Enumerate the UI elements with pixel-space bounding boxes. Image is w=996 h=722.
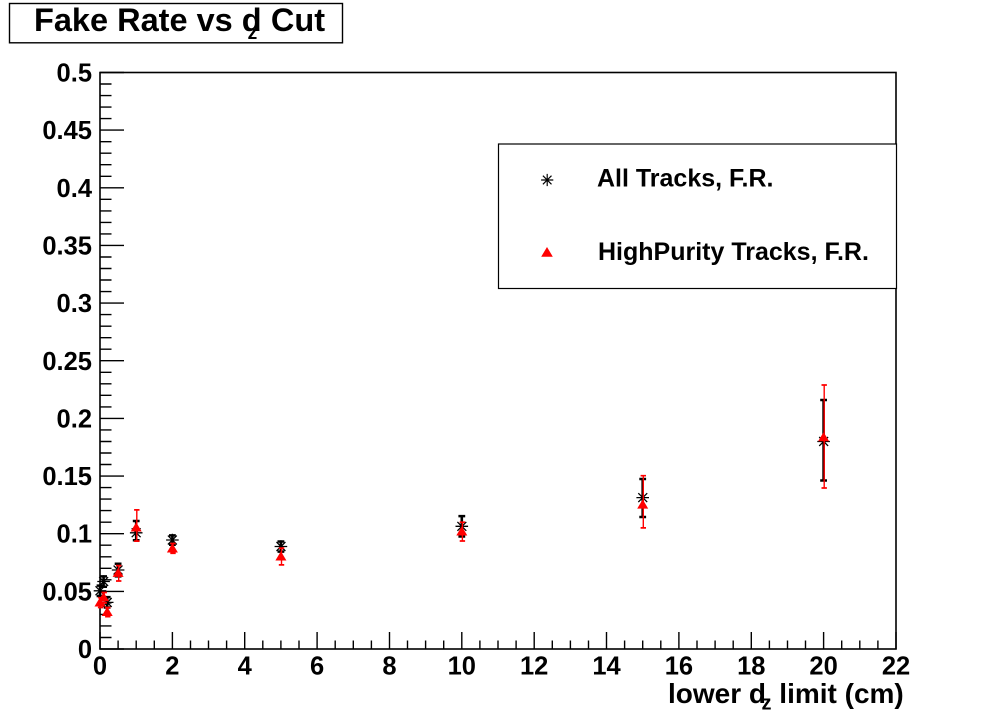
- svg-text:6: 6: [310, 653, 324, 681]
- svg-text:0.35: 0.35: [42, 233, 92, 261]
- svg-text:0.5: 0.5: [57, 60, 92, 88]
- svg-text:22: 22: [882, 653, 910, 681]
- svg-text:0.15: 0.15: [42, 463, 92, 491]
- svg-text:0.4: 0.4: [57, 175, 93, 203]
- svg-text:4: 4: [238, 653, 253, 681]
- svg-text:All Tracks, F.R.: All Tracks, F.R.: [597, 165, 773, 193]
- svg-text:0.3: 0.3: [57, 290, 92, 318]
- svg-text:limit (cm): limit (cm): [779, 678, 903, 709]
- svg-text:0.05: 0.05: [42, 578, 92, 606]
- svg-text:z: z: [248, 22, 258, 44]
- svg-text:16: 16: [665, 653, 693, 681]
- svg-text:8: 8: [382, 653, 396, 681]
- svg-text:12: 12: [520, 653, 548, 681]
- svg-text:0.25: 0.25: [42, 348, 92, 376]
- svg-text:lower d: lower d: [668, 678, 766, 709]
- svg-text:14: 14: [592, 653, 621, 681]
- svg-text:0: 0: [93, 653, 107, 681]
- svg-text:20: 20: [809, 653, 837, 681]
- svg-text:0.1: 0.1: [57, 521, 92, 549]
- svg-text:10: 10: [448, 653, 476, 681]
- svg-text:Cut: Cut: [271, 2, 325, 38]
- svg-text:2: 2: [165, 653, 179, 681]
- svg-text:0: 0: [78, 636, 92, 664]
- svg-text:HighPurity Tracks, F.R.: HighPurity Tracks, F.R.: [598, 238, 869, 266]
- svg-text:z: z: [762, 693, 772, 715]
- svg-text:18: 18: [737, 653, 765, 681]
- svg-text:0.45: 0.45: [42, 117, 92, 145]
- svg-text:Fake Rate vs d: Fake Rate vs d: [34, 2, 262, 38]
- svg-text:0.2: 0.2: [57, 405, 92, 433]
